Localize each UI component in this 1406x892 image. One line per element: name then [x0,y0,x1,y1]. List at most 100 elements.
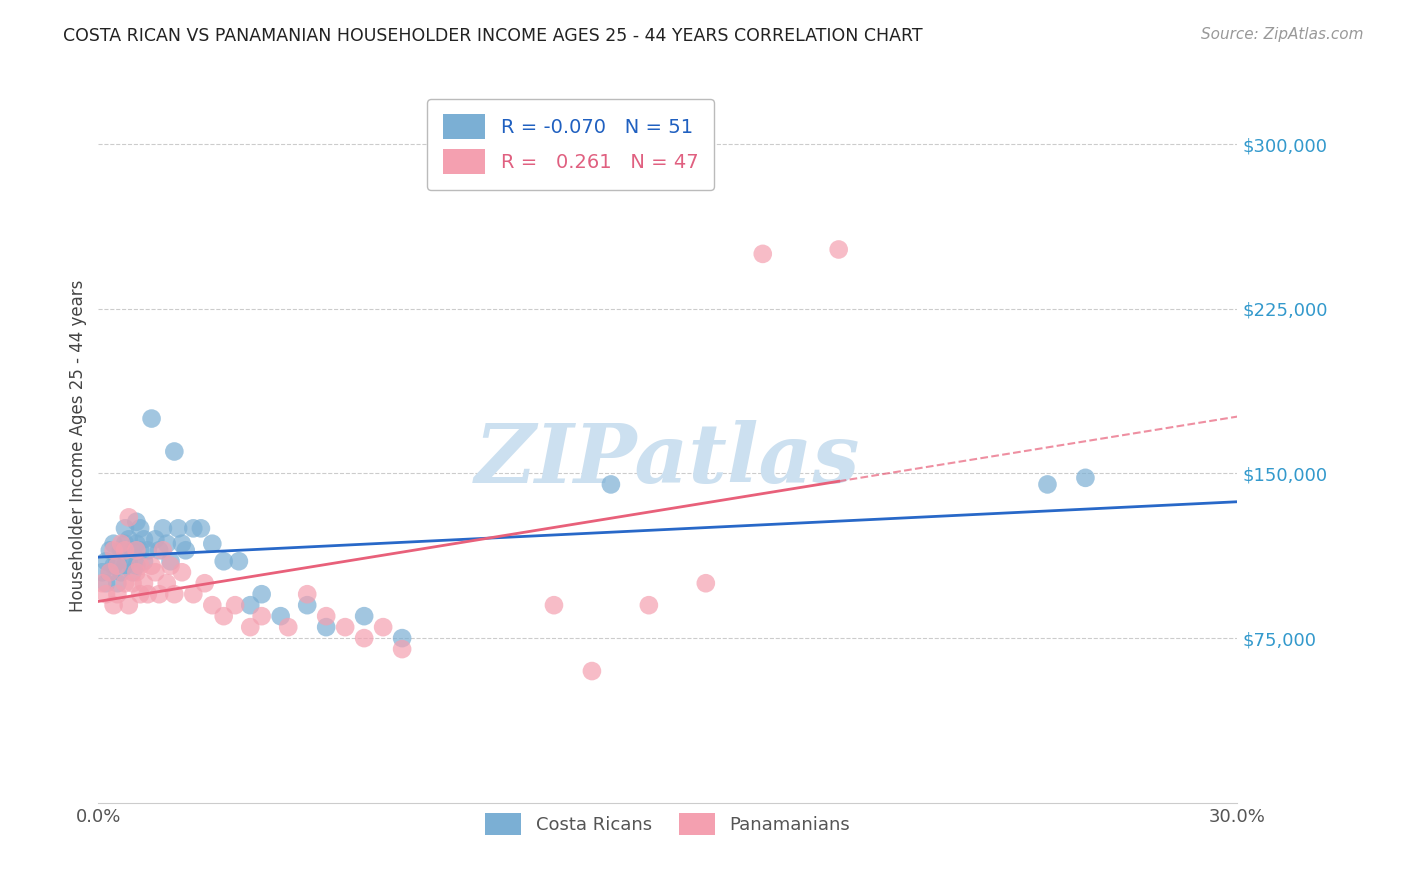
Point [297,598,319,612]
Point [297,587,319,601]
Point [125,515,148,529]
Point [163,587,186,601]
Point [600,477,623,491]
Point [828,243,851,257]
Point [118,533,141,547]
Point [183,587,205,601]
Point [145,533,167,547]
Point [167,521,190,535]
Point [132,554,155,568]
Point [239,620,262,634]
Point [277,620,299,634]
Point [107,558,129,573]
Point [91,576,114,591]
Point [391,631,413,645]
Y-axis label: Householder Income Ages 25 - 44 years: Householder Income Ages 25 - 44 years [69,280,87,612]
Point [98,566,121,580]
Point [125,558,148,573]
Point [132,576,155,591]
Point [183,521,205,535]
Point [224,598,246,612]
Point [114,543,136,558]
Point [94,576,117,591]
Point [353,631,375,645]
Point [98,566,121,580]
Point [136,543,159,558]
Point [1074,471,1097,485]
Point [94,554,117,568]
Point [110,543,132,558]
Point [228,554,250,568]
Point [159,554,181,568]
Point [118,510,141,524]
Point [170,537,193,551]
Point [141,558,163,573]
Point [129,543,152,558]
Point [212,609,235,624]
Text: COSTA RICAN VS PANAMANIAN HOUSEHOLDER INCOME AGES 25 - 44 YEARS CORRELATION CHAR: COSTA RICAN VS PANAMANIAN HOUSEHOLDER IN… [63,27,922,45]
Text: Source: ZipAtlas.com: Source: ZipAtlas.com [1201,27,1364,42]
Point [353,609,375,624]
Point [110,566,132,580]
Point [148,543,170,558]
Point [152,521,174,535]
Point [103,537,125,551]
Point [152,543,174,558]
Point [201,598,224,612]
Point [98,543,121,558]
Point [118,554,141,568]
Point [103,543,125,558]
Point [1036,477,1059,491]
Point [129,521,152,535]
Point [581,664,603,678]
Point [638,598,661,612]
Point [136,587,159,601]
Point [103,558,125,573]
Point [212,554,235,568]
Point [201,537,224,551]
Point [145,566,167,580]
Point [129,558,152,573]
Point [163,444,186,458]
Point [125,566,148,580]
Point [190,521,212,535]
Point [391,642,413,657]
Legend: Costa Ricans, Panamanians: Costa Ricans, Panamanians [477,804,859,844]
Point [250,587,273,601]
Point [125,543,148,558]
Point [114,558,136,573]
Point [121,566,143,580]
Point [110,537,132,551]
Point [91,566,114,580]
Point [141,411,163,425]
Point [752,247,775,261]
Point [125,537,148,551]
Point [129,587,152,601]
Point [118,598,141,612]
Point [174,543,197,558]
Point [121,576,143,591]
Point [335,620,357,634]
Point [132,533,155,547]
Point [270,609,292,624]
Point [194,576,217,591]
Point [148,587,170,601]
Point [695,576,717,591]
Text: ZIPatlas: ZIPatlas [475,420,860,500]
Point [156,537,179,551]
Point [114,576,136,591]
Point [315,620,337,634]
Point [107,554,129,568]
Point [103,598,125,612]
Point [543,598,565,612]
Point [239,598,262,612]
Point [114,521,136,535]
Point [121,543,143,558]
Point [159,558,181,573]
Point [114,537,136,551]
Point [94,587,117,601]
Point [315,609,337,624]
Point [250,609,273,624]
Point [156,576,179,591]
Point [107,576,129,591]
